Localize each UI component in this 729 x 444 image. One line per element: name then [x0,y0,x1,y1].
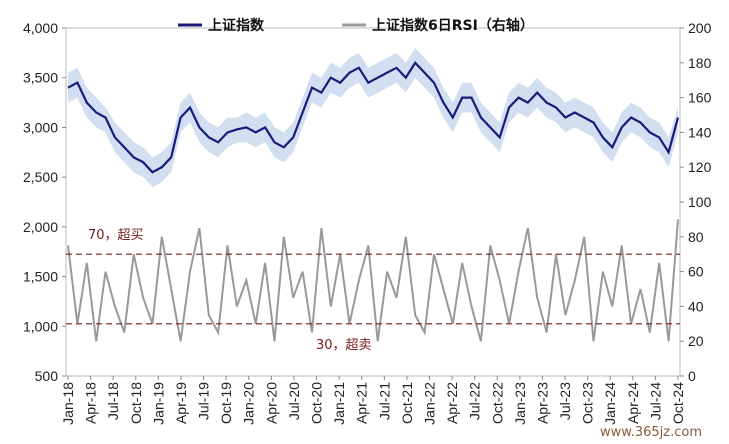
x-tick-label: Oct-20 [309,382,325,424]
right-tick-label: 100 [688,194,712,210]
legend: 上证指数 上证指数6日RSI（右轴） [178,17,534,34]
x-tick-label: Oct-23 [580,382,596,424]
x-tick-label: Jul-18 [105,382,121,420]
x-tick-label: Oct-19 [218,382,234,424]
plot-area [65,27,681,377]
x-tick-label: Apr-24 [625,382,641,424]
right-tick-label: 180 [688,55,712,71]
left-tick-label: 1,500 [23,269,58,285]
x-tick-label: Jan-20 [241,382,257,425]
left-tick-label: 3,500 [23,70,58,86]
x-tick-label: Jul-24 [647,382,663,420]
right-tick-label: 200 [688,20,712,36]
right-axis: 0 20 40 60 80 100 120 140 160 180 200 [680,20,712,384]
series-line-rsi [67,219,679,342]
left-tick-label: 2,500 [23,169,58,185]
legend-label-rsi: 上证指数6日RSI（右轴） [372,17,534,34]
x-tick-label: Jul-21 [376,382,392,420]
left-tick-label: 4,000 [23,20,58,36]
oversold-label: 30，超卖 [316,338,372,353]
series-line-index [67,61,680,174]
x-tick-label: Apr-18 [83,382,99,424]
x-tick-label: Apr-20 [263,382,279,424]
x-tick-label: Jul-20 [286,382,302,420]
right-tick-label: 80 [688,229,704,245]
x-tick-label: Jul-22 [467,382,483,420]
legend-label-index: 上证指数 [208,17,265,34]
left-tick-label: 500 [35,368,59,384]
x-tick-label: Apr-21 [354,382,370,424]
x-tick-label: Jul-23 [557,382,573,420]
x-tick-label: Oct-22 [489,382,505,424]
x-tick-label: Jul-19 [196,382,212,420]
x-tick-label: Apr-23 [534,382,550,424]
left-axis: 500 1,000 1,500 2,000 2,500 3,000 3,500 4,000 [23,20,66,384]
right-tick-label: 140 [688,124,712,140]
left-tick-label: 2,000 [23,219,58,235]
x-axis: Jan-18 Apr-18 Jul-18 Oct-18 Jan-19 Apr-19 Jul-… [60,376,686,425]
x-tick-label: Apr-22 [444,382,460,424]
x-tick-label: Jan-23 [512,382,528,425]
x-tick-label: Jan-22 [421,382,437,425]
x-tick-label: Jan-24 [602,382,618,425]
right-tick-label: 60 [688,264,704,280]
right-tick-label: 20 [688,333,704,349]
x-tick-label: Jan-21 [331,382,347,425]
x-tick-label: Oct-24 [670,382,686,424]
right-tick-label: 0 [688,368,696,384]
index-band [68,47,678,188]
right-tick-label: 120 [688,159,712,175]
x-tick-label: Oct-21 [399,382,415,424]
left-tick-label: 3,000 [23,119,58,135]
x-tick-label: Jan-18 [60,382,76,425]
left-tick-label: 1,000 [23,318,58,334]
right-tick-label: 160 [688,90,712,106]
x-tick-label: Apr-19 [173,382,189,424]
x-tick-label: Jan-19 [150,382,166,425]
overbought-label: 70，超买 [88,228,144,243]
right-tick-label: 40 [688,298,704,314]
watermark: www.365jz.com [600,425,702,440]
x-tick-label: Oct-18 [128,382,144,424]
